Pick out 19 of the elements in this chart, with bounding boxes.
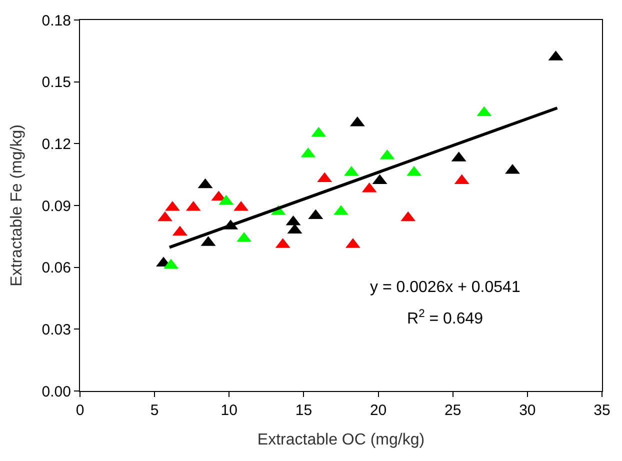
y-tick-label: 0.03 xyxy=(42,321,71,338)
y-tick-label: 0.00 xyxy=(42,383,71,400)
x-axis-title: Extractable OC (mg/kg) xyxy=(257,432,425,449)
x-tick-label: 15 xyxy=(295,402,312,419)
y-tick-label: 0.15 xyxy=(42,74,71,92)
y-tick-label: 0.12 xyxy=(42,136,71,153)
x-tick-label: 30 xyxy=(519,402,536,419)
y-tick-label: 0.09 xyxy=(42,198,71,215)
y-tick-label: 0.18 xyxy=(42,12,71,30)
y-tick-label: 0.06 xyxy=(42,260,71,277)
annotation: R$^{2}$ = 0.649 xyxy=(407,308,484,328)
x-tick-label: 35 xyxy=(594,402,610,419)
x-tick-label: 5 xyxy=(150,402,159,419)
annotation: y = 0.0026x + 0.0541 xyxy=(370,279,520,296)
y-axis-title: Extractable Fe (mg/kg) xyxy=(8,124,26,286)
x-tick-label: 0 xyxy=(76,402,84,419)
x-tick-label: 20 xyxy=(370,402,387,419)
x-tick-label: 10 xyxy=(220,402,238,419)
x-tick-label: 25 xyxy=(444,402,462,419)
